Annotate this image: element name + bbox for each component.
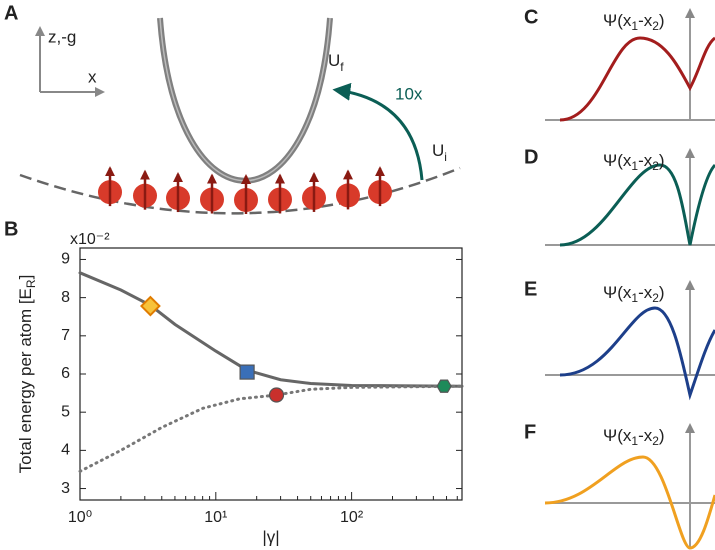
axis-vertical-label: z,-g [48, 27, 76, 46]
panel-letter: C [524, 6, 538, 28]
marker [140, 295, 161, 317]
wavefunction [559, 36, 715, 122]
y-tick-label: 8 [61, 289, 70, 306]
final-potential-highlight [159, 17, 331, 182]
label-part: ) [659, 426, 665, 445]
plot-frame [79, 247, 463, 501]
label-part: -x [638, 426, 653, 445]
y-multiplier: x10⁻² [70, 231, 110, 248]
compression-arrow [332, 82, 424, 181]
wavefunction-label: Ψ(x1-x2) [603, 11, 665, 33]
label-part: Ψ(x [603, 11, 632, 30]
panel-letter: B [4, 218, 18, 240]
wavefunction [559, 306, 715, 401]
y-axis-label-main: Total energy per atom [E [16, 288, 35, 473]
marker [268, 387, 285, 403]
label-part: -x [638, 11, 653, 30]
y-tick-label: 7 [61, 327, 70, 344]
panel-letter: F [524, 421, 536, 443]
panel-letter: E [524, 278, 537, 300]
ratio-label: 10x [395, 84, 423, 103]
y-tick-label: 3 [61, 480, 70, 497]
atoms [98, 166, 392, 214]
marker [436, 379, 452, 393]
y-axis-label: Total energy per atom [ER] [16, 275, 38, 474]
label-part: ) [659, 11, 665, 30]
x-axis-label: |γ| [262, 527, 279, 546]
x-tick-label: 10² [340, 509, 364, 526]
series-line [78, 271, 464, 388]
axis-horizontal-label: x [88, 67, 97, 86]
y-tick-label: 5 [61, 403, 70, 420]
label-part: 1 [631, 434, 638, 448]
label-part: ) [659, 151, 665, 170]
marker [239, 364, 255, 380]
y-tick-label: 9 [61, 251, 70, 268]
series-line [78, 384, 464, 473]
panel-letter: A [4, 2, 18, 24]
x-tick-label: 10¹ [204, 509, 227, 526]
label-part: Ψ(x [603, 151, 632, 170]
label-part: 2 [652, 291, 659, 305]
x-tick-label: 10⁰ [68, 509, 92, 526]
initial-potential-label: Ui [432, 141, 447, 164]
label-part: 1 [631, 291, 638, 305]
label-part: -x [638, 151, 653, 170]
label-part: 1 [631, 19, 638, 33]
wavefunction-label: Ψ(x1-x2) [603, 426, 665, 448]
wavefunction [544, 455, 715, 550]
wavefunction [559, 163, 715, 247]
y-axis-label-end: ] [16, 275, 35, 280]
label-part: -x [638, 283, 653, 302]
label-part: Ψ(x [603, 426, 632, 445]
wavefunction-panels: C Ψ(x1-x2)D Ψ(x1-x2)E Ψ(x1-x2)F Ψ(x1-x2) [524, 6, 715, 550]
panel-letter: D [524, 146, 538, 168]
label-part: 1 [631, 159, 638, 173]
y-tick-label: 4 [61, 442, 70, 459]
label-part: Ψ(x [603, 283, 632, 302]
wavefunction-label: Ψ(x1-x2) [603, 151, 665, 173]
initial-potential [19, 166, 461, 215]
y-tick-label: 6 [61, 365, 70, 382]
label-part: 2 [652, 434, 659, 448]
wavefunction-label: Ψ(x1-x2) [603, 283, 665, 305]
label-part: 2 [652, 19, 659, 33]
label-part: ) [659, 283, 665, 302]
final-potential [157, 17, 333, 184]
final-potential-label: Uf [328, 51, 344, 74]
label-part: 2 [652, 159, 659, 173]
y-axis-label-sub: R [24, 279, 38, 288]
axes-icon [35, 26, 105, 97]
